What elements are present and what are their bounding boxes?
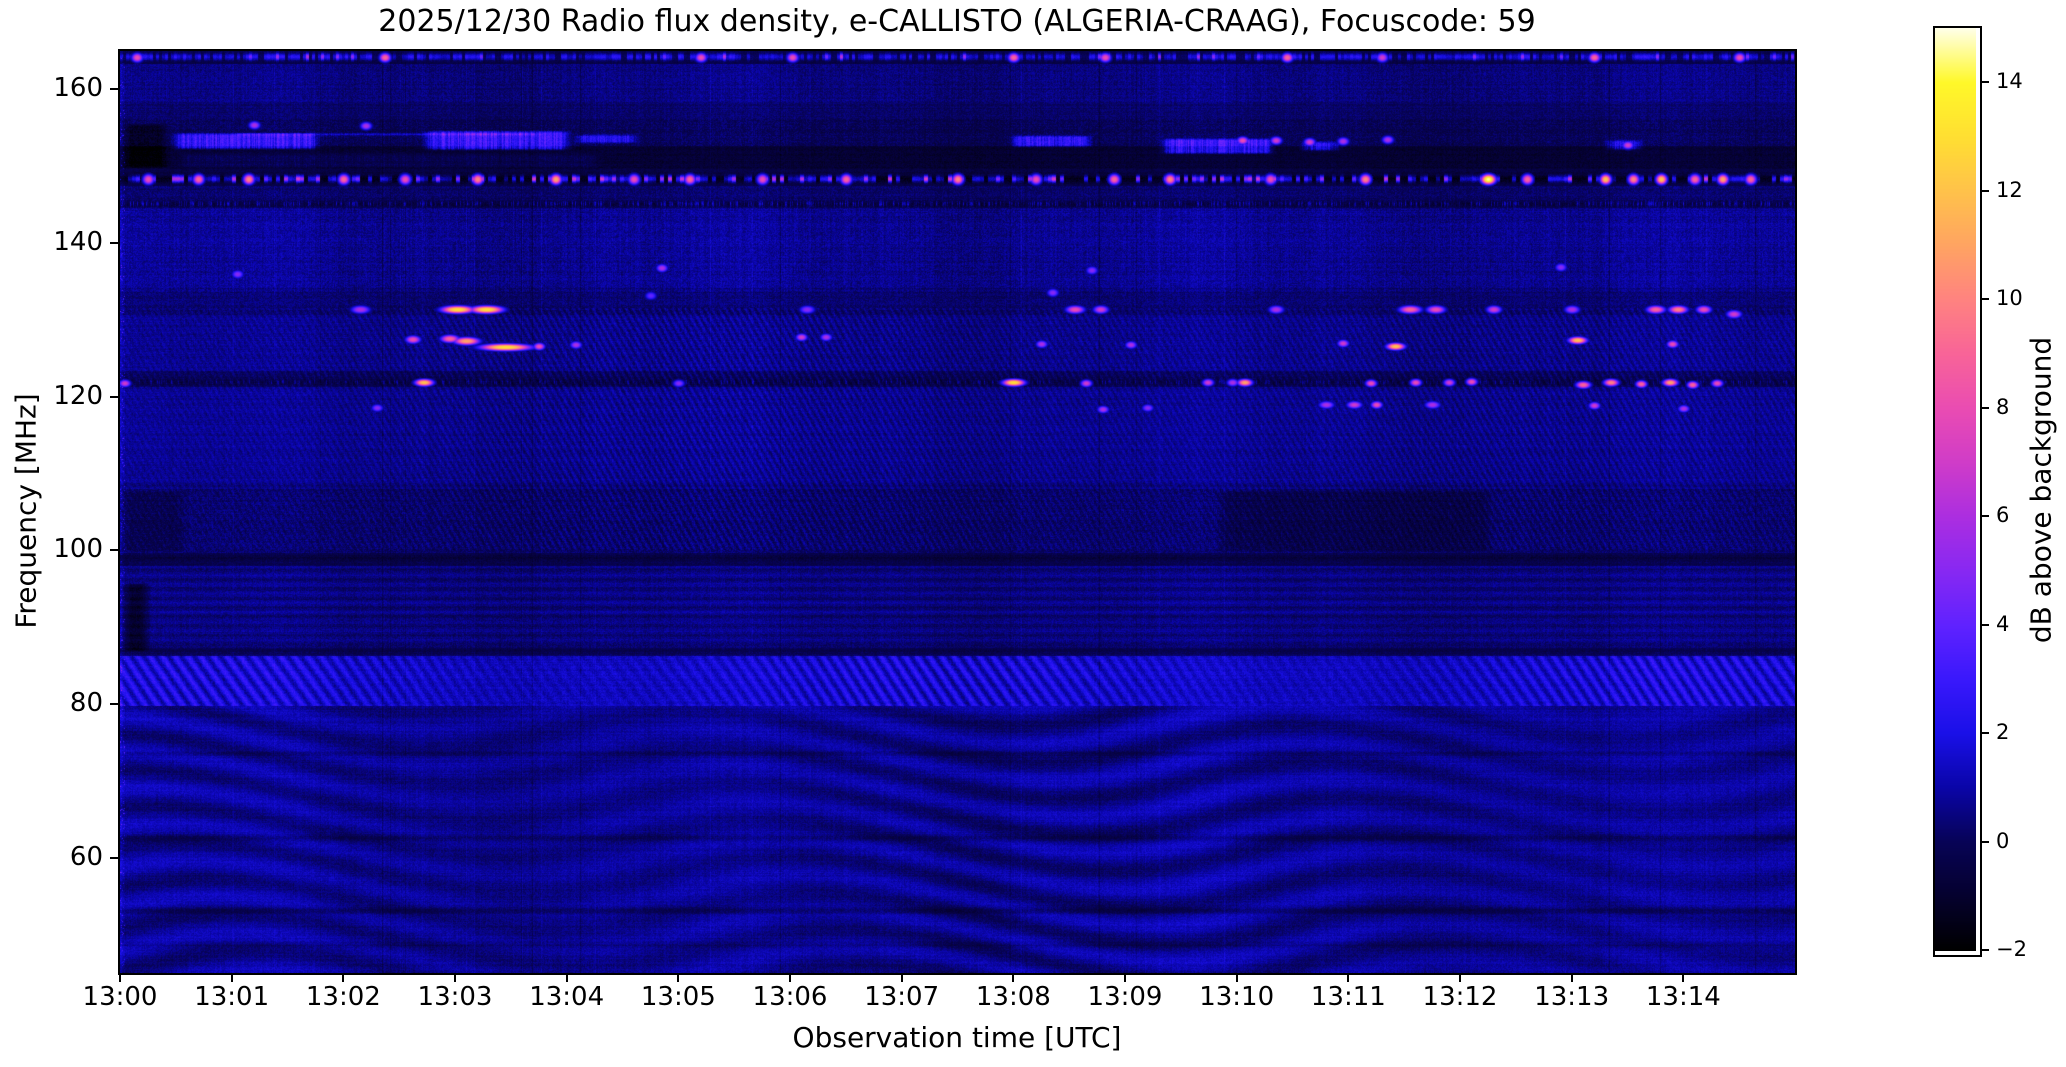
colorbar-tick-mark [1981, 623, 1989, 626]
x-tick-mark [230, 973, 233, 982]
colorbar-tick-mark [1981, 732, 1989, 735]
x-tick-label: 13:06 [752, 982, 828, 1012]
colorbar-tick-label: 10 [1996, 286, 2023, 311]
x-axis-label: Observation time [UTC] [792, 1021, 1122, 1054]
colorbar-tick-mark [1981, 515, 1989, 518]
x-tick-label: 13:02 [305, 982, 381, 1012]
x-tick-label: 13:09 [1087, 982, 1163, 1012]
x-tick-mark [565, 973, 568, 982]
plot-title: 2025/12/30 Radio flux density, e-CALLIST… [378, 4, 1536, 39]
x-tick-label: 13:11 [1310, 982, 1386, 1012]
colorbar-tick-label: 12 [1996, 177, 2023, 202]
colorbar-tick-mark [1981, 406, 1989, 409]
colorbar-tick-label: 4 [1996, 611, 2010, 636]
x-tick-label: 13:00 [82, 982, 158, 1012]
colorbar-tick-label: 8 [1996, 394, 2010, 419]
x-tick-label: 13:14 [1645, 982, 1721, 1012]
y-tick-label: 60 [69, 841, 103, 872]
x-tick-mark [1459, 973, 1461, 982]
x-tick-label: 13:08 [975, 982, 1051, 1012]
y-tick-mark [110, 703, 119, 706]
x-tick-mark [1682, 973, 1685, 982]
x-tick-mark [1124, 973, 1126, 982]
colorbar-tick-label: 0 [1996, 828, 2010, 853]
colorbar-tick-mark [1981, 949, 1989, 951]
spectrogram-heatmap [120, 51, 1795, 973]
x-tick-label: 13:12 [1422, 982, 1498, 1012]
y-tick-mark [110, 395, 119, 398]
colorbar-tick-label: 2 [1996, 720, 2010, 745]
x-tick-mark [677, 973, 680, 982]
colorbar-tick-mark [1981, 81, 1989, 84]
colorbar-frame [1933, 26, 1982, 957]
x-tick-label: 13:13 [1534, 982, 1610, 1012]
plot-frame [118, 49, 1797, 975]
colorbar-tick-label: 6 [1996, 503, 2010, 528]
y-tick-label: 120 [53, 380, 103, 411]
x-tick-mark [454, 973, 456, 982]
y-tick-label: 140 [53, 227, 103, 258]
x-tick-mark [1012, 973, 1015, 982]
x-tick-mark [1570, 973, 1573, 982]
y-tick-mark [110, 88, 119, 91]
y-tick-mark [110, 242, 119, 245]
x-tick-mark [1235, 973, 1238, 982]
colorbar-label: dB above background [2024, 336, 2058, 644]
x-tick-mark [1347, 973, 1350, 982]
colorbar-tick-mark [1981, 840, 1989, 843]
x-tick-label: 13:03 [417, 982, 493, 1012]
x-tick-mark [789, 973, 791, 982]
colorbar-tick-label: −2 [1996, 937, 2027, 961]
x-tick-label: 13:05 [640, 982, 716, 1012]
y-tick-label: 160 [53, 73, 103, 104]
x-tick-mark [342, 973, 345, 982]
x-tick-label: 13:07 [864, 982, 940, 1012]
y-tick-mark [110, 856, 119, 859]
colorbar-tick-mark [1981, 189, 1989, 192]
colorbar-tick-mark [1981, 298, 1989, 301]
y-tick-label: 100 [53, 534, 103, 565]
x-tick-label: 13:04 [529, 982, 605, 1012]
x-tick-label: 13:10 [1199, 982, 1275, 1012]
colorbar [1935, 28, 1976, 951]
x-tick-label: 13:01 [194, 982, 270, 1012]
y-tick-label: 80 [69, 688, 103, 719]
colorbar-tick-label: 14 [1996, 69, 2023, 94]
y-tick-mark [110, 549, 119, 552]
x-tick-mark [900, 973, 903, 982]
y-axis-label: Frequency [MHz] [9, 393, 43, 629]
x-tick-mark [119, 973, 121, 982]
